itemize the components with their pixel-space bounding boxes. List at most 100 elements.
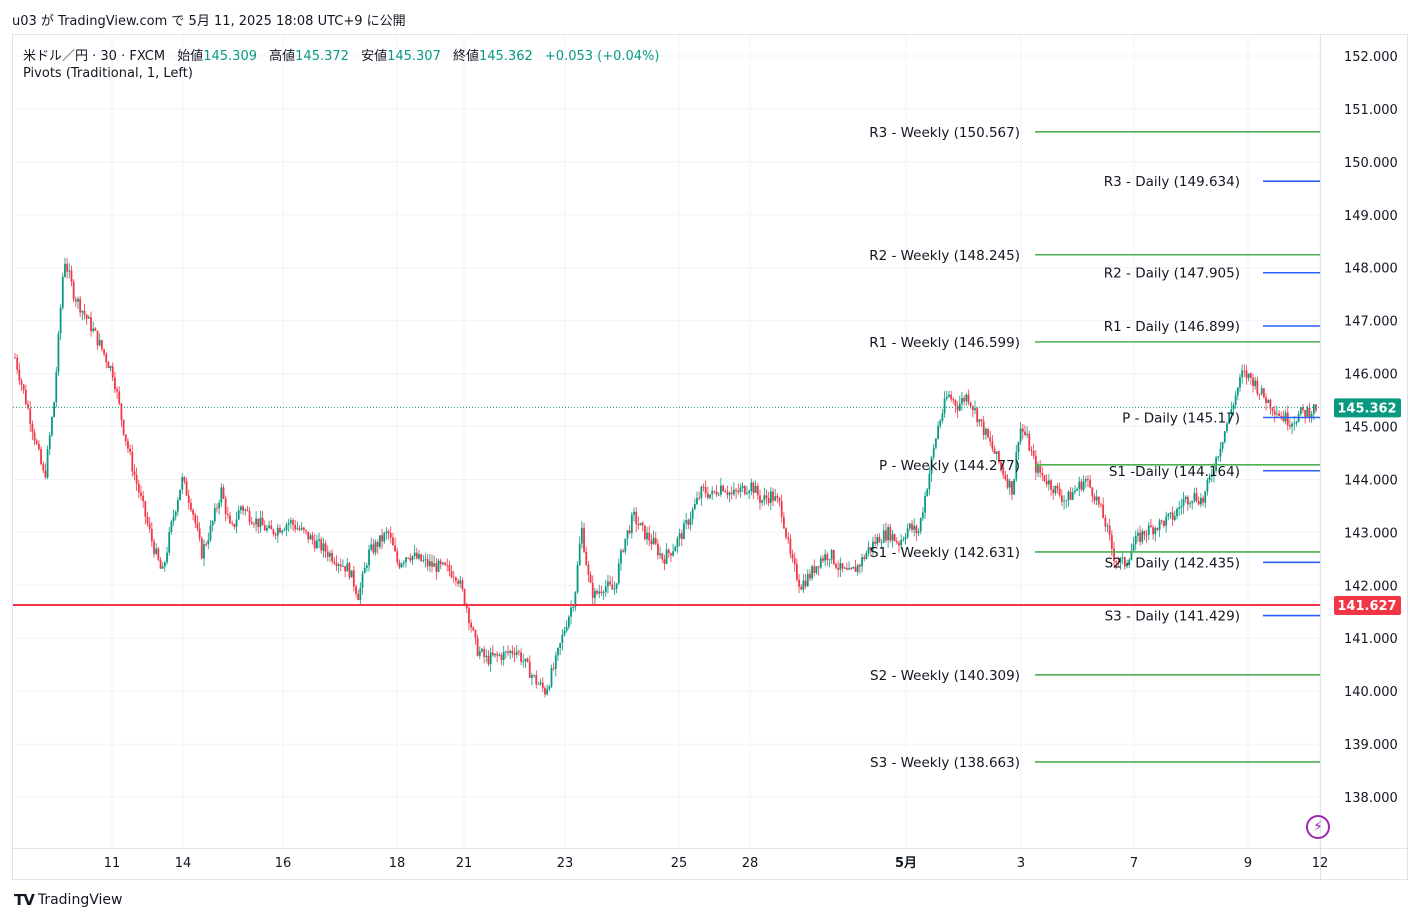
candle [64,257,66,278]
candle [659,546,661,559]
candle [48,432,51,456]
candle [793,552,796,572]
pivot-level: R2 - Weekly (148.245) [869,248,1320,264]
pivot-label: R1 - Weekly (146.599) [869,335,1020,351]
candle [965,393,968,406]
pivot-label: R3 - Daily (149.634) [1104,174,1240,190]
candle [181,473,184,495]
open-value: 145.309 [203,49,257,64]
candle [385,527,388,540]
candle [129,444,132,456]
candle [650,534,653,551]
candle [298,524,301,532]
candle [585,546,588,566]
candle [316,534,318,549]
candle [1249,372,1252,385]
candle [528,655,531,679]
candle [711,486,714,501]
candle [409,553,412,563]
candle [726,485,729,499]
candle [937,421,939,440]
candle [153,538,155,558]
candle [331,549,334,565]
flash-icon[interactable]: ⚡ [1306,815,1330,839]
candle [911,520,913,533]
candle [1078,476,1081,497]
candle [1017,441,1020,461]
last-price-label: 145.362 [1337,401,1396,416]
candle [1258,393,1261,400]
candle [613,581,616,595]
candle [1060,489,1063,507]
candle [266,524,268,533]
candle [874,534,876,547]
candle [759,489,761,511]
candle [1206,477,1209,496]
candle [103,348,105,357]
candle [142,490,145,508]
candle [407,557,410,560]
candle [1234,390,1237,409]
candle [81,310,84,321]
candle [253,521,255,529]
y-tick-label: 146.000 [1344,368,1398,383]
candle [548,684,551,692]
price-axis: 152.000 151.000 150.000 149.000 148.000 147.0… [1320,35,1398,879]
x-tick-label: 3 [1017,856,1025,871]
candle [359,582,362,606]
candle [778,496,781,507]
candle [1082,475,1085,493]
candle [852,566,855,569]
candle [893,533,896,542]
candlestick-series [14,257,1317,698]
candle [205,541,208,547]
candle [1260,385,1263,396]
candle [984,427,987,440]
candle [1160,519,1163,525]
candle [344,565,347,578]
candle [114,371,116,393]
candle [791,549,794,563]
pivot-label: S1 - Weekly (142.631) [870,545,1020,561]
candle [715,485,718,498]
candle [155,543,158,556]
x-tick-label: 11 [104,856,121,871]
indicator-label[interactable]: Pivots (Traditional, 1, Left) [23,66,193,81]
candle [535,670,538,689]
candle [828,558,831,568]
candle [211,520,214,532]
candle [337,562,340,574]
pivot-label: S2 - Daily (142.435) [1105,555,1240,571]
pivot-level: R3 - Daily (149.634) [1104,174,1320,190]
x-tick-label: 5月 [895,856,917,871]
candle [997,450,1000,464]
last-price-tag [1334,398,1401,418]
candle [183,476,186,485]
candle [978,419,981,427]
candle [674,545,677,552]
candle [654,532,657,546]
candle [948,390,950,398]
candle [882,523,885,544]
candle [1204,490,1207,508]
candle [16,354,19,374]
candle [520,648,522,665]
candle [763,487,766,506]
candle [31,420,34,440]
candle [333,557,336,565]
candle [1097,496,1100,508]
candle [272,528,275,537]
symbol-label[interactable]: 米ドル／円 · 30 · FXCM [23,49,166,64]
candle [127,438,129,453]
chart-frame[interactable] [12,34,1408,880]
pivot-level: S1 - Weekly (142.631) [870,545,1320,561]
candle [190,498,192,513]
candle [305,529,307,535]
candle [378,535,381,550]
candle [811,564,814,581]
candle [46,445,49,480]
candle [1271,406,1274,416]
candle [633,507,635,522]
candle [1067,489,1070,507]
